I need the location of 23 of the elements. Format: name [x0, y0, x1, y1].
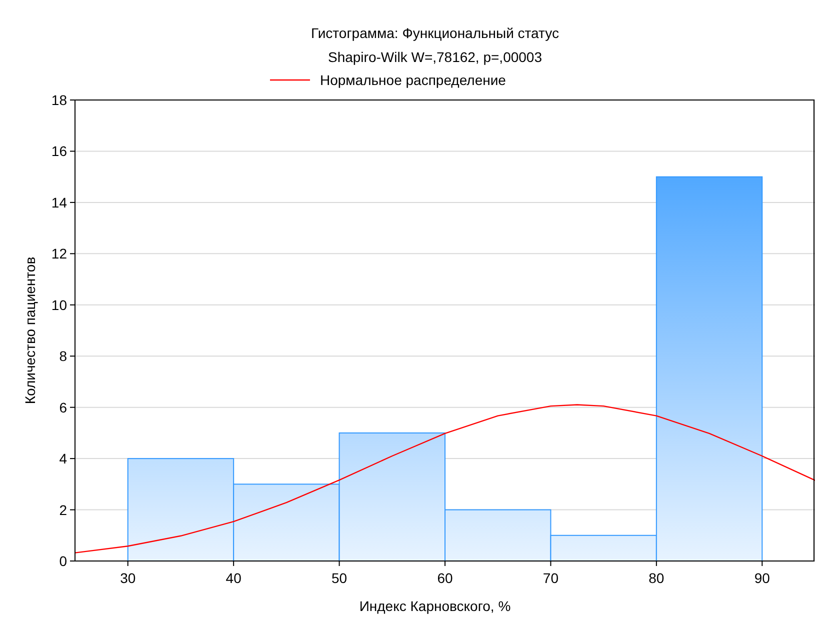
y-tick-label: 14 — [51, 194, 68, 210]
y-tick-label: 16 — [51, 143, 68, 160]
y-tick-label: 6 — [59, 399, 68, 416]
y-tick-label: 18 — [51, 92, 68, 108]
x-tick-label: 60 — [437, 570, 453, 586]
x-axis-title: Индекс Карновского, % — [359, 598, 511, 614]
x-tick-label: 40 — [226, 570, 242, 586]
chart-subtitle: Shapiro-Wilk W=,78162, p=,00003 — [328, 49, 542, 65]
y-tick-label: 2 — [59, 502, 68, 518]
y-tick-label: 0 — [59, 553, 68, 569]
y-tick-label: 4 — [59, 450, 68, 467]
line-series — [75, 404, 815, 554]
x-tick-label: 90 — [754, 570, 770, 586]
y-tick-label: 8 — [59, 348, 68, 364]
x-tick-label: 30 — [120, 570, 136, 586]
x-tick-label: 80 — [648, 570, 664, 586]
y-axis-title: Количество пациентов — [22, 256, 38, 404]
legend-label: Нормальное распределение — [320, 72, 506, 88]
y-tick-label: 12 — [51, 246, 68, 262]
x-tick-label: 70 — [542, 570, 559, 586]
chart-title: Гистограмма: Функциональный статус — [311, 25, 559, 41]
x-tick-label: 50 — [331, 570, 348, 586]
y-tick-label: 10 — [51, 296, 68, 313]
